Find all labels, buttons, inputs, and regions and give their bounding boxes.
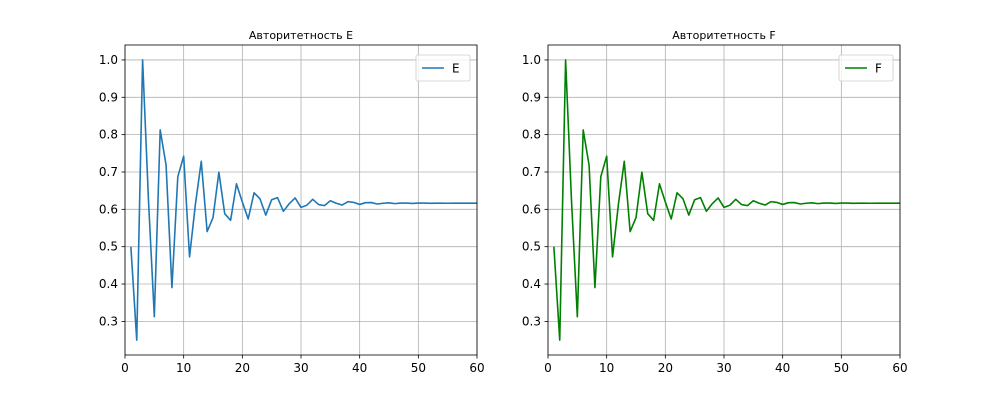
- chart-panel: 0 10 20 30 40 50 60 0.3 0.4 0.5 0.6 0.7 0.8 0.9 1.0 Авт…: [99, 29, 485, 375]
- y-tick-label: 0.7: [522, 165, 541, 179]
- x-tick-label: 0: [121, 361, 129, 375]
- series-line: [553, 59, 900, 341]
- y-tick-label: 0.4: [522, 277, 541, 291]
- chart-title: Авторитетность E: [249, 29, 353, 42]
- series-line: [130, 59, 477, 341]
- x-tick-label: 10: [176, 361, 191, 375]
- legend-label: F: [875, 62, 882, 76]
- y-tick-label: 0.7: [99, 165, 118, 179]
- x-tick-label: 50: [411, 361, 426, 375]
- y-tick-label: 0.9: [522, 90, 541, 104]
- x-tick-label: 40: [352, 361, 367, 375]
- x-tick-label: 60: [469, 361, 484, 375]
- x-tick-label: 50: [834, 361, 849, 375]
- legend-label: E: [452, 62, 460, 76]
- y-tick-label: 0.5: [99, 240, 118, 254]
- y-tick-label: 0.9: [99, 90, 118, 104]
- y-tick-label: 0.3: [522, 314, 541, 328]
- y-tick-label: 0.5: [522, 240, 541, 254]
- y-tick-label: 1.0: [522, 53, 541, 67]
- y-tick-label: 0.6: [99, 202, 118, 216]
- y-tick-label: 0.8: [522, 128, 541, 142]
- y-tick-label: 1.0: [99, 53, 118, 67]
- legend: F: [838, 54, 894, 82]
- x-tick-label: 40: [775, 361, 790, 375]
- x-tick-label: 30: [293, 361, 308, 375]
- x-tick-label: 0: [544, 361, 552, 375]
- x-tick-label: 20: [235, 361, 250, 375]
- y-tick-label: 0.4: [99, 277, 118, 291]
- legend: E: [415, 54, 471, 82]
- x-tick-label: 60: [892, 361, 907, 375]
- x-tick-label: 30: [716, 361, 731, 375]
- y-tick-label: 0.6: [522, 202, 541, 216]
- x-tick-label: 10: [599, 361, 614, 375]
- y-tick-label: 0.3: [99, 314, 118, 328]
- x-tick-label: 20: [658, 361, 673, 375]
- chart-panel: 0 10 20 30 40 50 60 0.3 0.4 0.5 0.6 0.7 0.8 0.9 1.0 Авт…: [522, 29, 908, 375]
- chart-title: Авторитетность F: [672, 29, 776, 42]
- y-tick-label: 0.8: [99, 128, 118, 142]
